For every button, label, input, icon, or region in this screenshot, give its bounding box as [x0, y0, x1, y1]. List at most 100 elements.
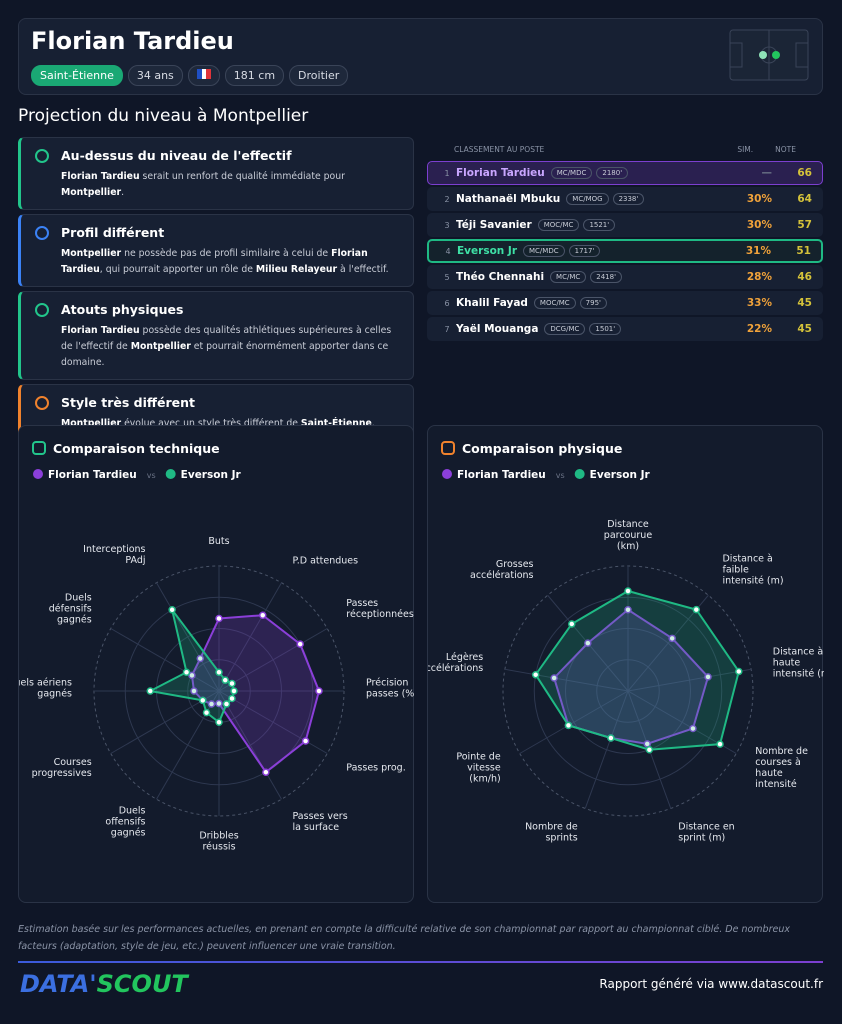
- position: DCG/MC: [544, 323, 586, 335]
- card-icon: [35, 226, 49, 240]
- radar-point: [222, 700, 231, 708]
- rank: 4: [445, 246, 451, 256]
- spoke: [519, 690, 629, 754]
- note: 45: [797, 297, 812, 309]
- ranking-header: CLASSEMENT AU POSTE SIM. NOTE: [427, 137, 823, 161]
- rank: 1: [444, 168, 450, 178]
- tag: Droitier: [289, 65, 349, 86]
- legend-dot: [442, 469, 452, 479]
- radar-point: [259, 611, 267, 619]
- flag: [187, 65, 220, 86]
- spoke: [627, 668, 752, 692]
- radar-point: [315, 687, 323, 695]
- radar-point: [584, 639, 592, 647]
- radar-point: [568, 620, 576, 628]
- spoke: [156, 690, 220, 800]
- tags: Saint-Étienne 34 ans 181 cm Droitier: [31, 65, 349, 86]
- text-segment: Montpellier: [61, 418, 122, 429]
- text-segment: ne possède pas de profil similaire à cel…: [121, 248, 332, 259]
- spoke: [218, 628, 328, 692]
- card-title: Au-dessus du niveau de l'effectif: [61, 148, 292, 163]
- legend-dot: [33, 469, 43, 479]
- axis-label: Duels défensifs gagnés: [49, 593, 92, 626]
- column-header: CLASSEMENT AU POSTE: [454, 144, 545, 154]
- tag: 34 ans: [127, 65, 183, 86]
- text-segment: Florian Tardieu: [61, 171, 140, 182]
- radar-point: [624, 606, 632, 614]
- radar-point: [221, 676, 229, 684]
- radar-area: [534, 589, 740, 751]
- player-name: Téji Savanier: [456, 219, 532, 231]
- position: MC/MDC: [550, 167, 593, 179]
- pitch-icon: [729, 29, 809, 81]
- note: 51: [796, 245, 811, 257]
- card-title: Profil différent: [61, 225, 165, 240]
- tag: 181 cm: [224, 65, 285, 86]
- position: MC/MDC: [523, 245, 565, 257]
- radar-point: [146, 687, 154, 695]
- header: Florian Tardieu Saint-Étienne 34 ans 181 c…: [18, 18, 823, 95]
- radar-point: [196, 654, 204, 663]
- chart-title: Comparaison physique: [462, 441, 622, 456]
- radar-point: [668, 634, 676, 643]
- minutes: 2338': [612, 193, 645, 205]
- insight-card: Au-dessus du niveau de l'effectif Florian…: [18, 137, 414, 210]
- card-title: Style très différent: [61, 395, 196, 410]
- text-segment: Florian Tardieu: [61, 248, 368, 275]
- card-title: Atouts physiques: [61, 302, 184, 317]
- rank: 6: [444, 298, 450, 308]
- note: 46: [797, 271, 812, 283]
- axis-label: Passes prog.: [346, 763, 405, 774]
- radar-point: [716, 740, 724, 748]
- minutes: 2180': [596, 167, 629, 179]
- axis-label: Légèresaccélérations: [428, 652, 483, 674]
- tag: Saint-Étienne: [31, 65, 123, 86]
- similarity: 33%: [746, 297, 772, 309]
- radar-point: [199, 696, 207, 705]
- radar-point: [692, 605, 701, 614]
- axis-label: Duels offensifs gagnés: [105, 805, 145, 838]
- logo: DATA'SCOUT: [20, 970, 188, 998]
- radar-point: [215, 699, 223, 708]
- radar-point: [296, 640, 304, 648]
- radar-area: [553, 608, 710, 745]
- ranking-row: 2 Nathanaël Mbuku MC/MOG 2338' 30% 64: [427, 187, 823, 211]
- radar-point: [228, 679, 236, 688]
- column-header: SIM.: [737, 144, 754, 154]
- text-segment: et pourrait énormément apporter dans ce …: [61, 341, 389, 368]
- radar-point: [190, 687, 198, 695]
- radar-point: [215, 668, 223, 676]
- chart-title: Comparaison technique: [53, 441, 220, 456]
- position: MC/MC: [550, 271, 587, 283]
- credit: Rapport généré via www.datascout.fr: [599, 977, 823, 991]
- text-segment: Montpellier: [61, 248, 122, 259]
- axis-label: Pointe de vitesse (km/h): [456, 752, 500, 785]
- text-segment: à l'effectif.: [337, 264, 389, 275]
- radar-point: [550, 674, 558, 682]
- title-icon: [441, 441, 455, 455]
- radar-point: [182, 668, 191, 676]
- axis-label: Interceptions PAdj: [83, 544, 145, 566]
- cards: Au-dessus du niveau de l'effectif Florian…: [18, 137, 414, 473]
- axis-label: Dribbles réussis: [199, 831, 238, 853]
- card-icon: [35, 149, 49, 163]
- radar-point: [168, 606, 176, 614]
- radar-point: [645, 745, 654, 754]
- rank: 7: [444, 324, 450, 334]
- card-text: Florian Tardieu possède des qualités ath…: [61, 323, 401, 371]
- axis-label: Buts: [208, 536, 229, 547]
- legend-joiner: vs: [147, 471, 156, 480]
- similarity: 30%: [746, 219, 772, 231]
- player-name: Nathanaël Mbuku: [456, 193, 561, 205]
- axis-label: Nombre de courses à haute intensité: [755, 746, 808, 790]
- ranking-row: 3 Téji Savanier MOC/MC 1521' 30% 57: [427, 213, 823, 237]
- spoke: [218, 582, 282, 692]
- spoke: [584, 690, 629, 809]
- radar-chart: Comparaison technique Florian Tardieu vs Ev…: [19, 441, 415, 853]
- radar-panel: Comparaison physique Florian Tardieu vs Eve…: [427, 425, 824, 903]
- text-segment: Florian Tardieu: [61, 325, 140, 336]
- radar-panel: Comparaison technique Florian Tardieu vs Ev…: [18, 425, 415, 903]
